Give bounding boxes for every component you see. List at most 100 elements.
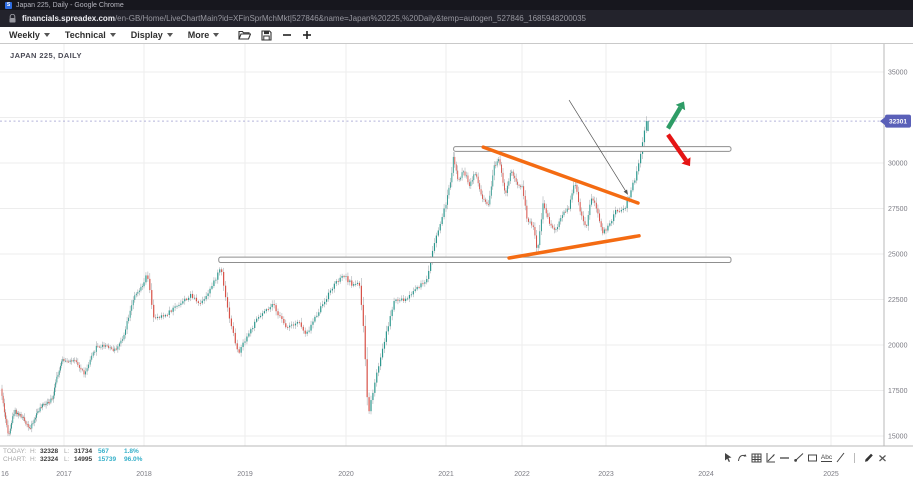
candle bbox=[542, 203, 544, 220]
candle bbox=[632, 182, 634, 191]
url-text[interactable]: financials.spreadex.com/en-GB/Home/LiveC… bbox=[22, 14, 586, 23]
candle bbox=[291, 324, 293, 326]
candle bbox=[351, 280, 353, 286]
zoom-in-icon[interactable] bbox=[302, 30, 312, 40]
up-arrow[interactable] bbox=[666, 101, 686, 130]
menu-more[interactable]: More bbox=[188, 30, 220, 40]
candle bbox=[267, 309, 269, 310]
candle bbox=[536, 235, 538, 248]
x-axis-label: 2017 bbox=[56, 471, 72, 478]
axes-scale-icon[interactable] bbox=[765, 452, 776, 464]
low-label: L: bbox=[64, 448, 70, 455]
browser-urlbar[interactable]: financials.spreadex.com/en-GB/Home/LiveC… bbox=[0, 10, 913, 27]
candle bbox=[486, 201, 488, 205]
candle bbox=[23, 416, 24, 418]
close-icon[interactable] bbox=[877, 452, 888, 464]
padlock-icon bbox=[9, 10, 16, 28]
candle bbox=[455, 164, 457, 171]
candle bbox=[244, 341, 246, 343]
menu-display[interactable]: Display bbox=[131, 30, 173, 40]
down-arrow[interactable] bbox=[666, 133, 691, 167]
support-zone-box[interactable] bbox=[218, 256, 732, 264]
candle bbox=[314, 316, 316, 322]
candle bbox=[521, 186, 523, 187]
candle bbox=[441, 217, 443, 225]
text-label-glyph: Abc bbox=[820, 454, 833, 462]
candle bbox=[182, 301, 184, 304]
candle bbox=[595, 202, 597, 209]
candle bbox=[362, 304, 364, 326]
diagonal-line-icon[interactable] bbox=[835, 452, 846, 464]
candle bbox=[265, 309, 267, 312]
rectangle-icon[interactable] bbox=[807, 452, 818, 464]
candle bbox=[532, 225, 534, 228]
candle bbox=[289, 325, 291, 328]
candle bbox=[300, 322, 302, 327]
candle bbox=[393, 301, 395, 310]
candle bbox=[66, 360, 68, 362]
candle bbox=[42, 404, 43, 408]
favicon: S bbox=[5, 1, 12, 9]
candle bbox=[576, 184, 578, 192]
candle bbox=[600, 221, 602, 228]
candle bbox=[505, 190, 507, 193]
elbow-arrow-icon[interactable] bbox=[737, 452, 748, 464]
candle bbox=[529, 221, 531, 223]
grid-icon[interactable] bbox=[751, 452, 762, 464]
candle bbox=[81, 369, 83, 371]
candle bbox=[480, 189, 482, 195]
pointer-icon[interactable] bbox=[723, 452, 734, 464]
candle bbox=[634, 180, 636, 183]
candle bbox=[72, 359, 74, 362]
candle bbox=[353, 284, 355, 286]
chart-title: JAPAN 225, DAILY bbox=[10, 51, 82, 60]
candle bbox=[495, 165, 497, 167]
candle bbox=[624, 208, 626, 209]
annotation-arrow[interactable] bbox=[568, 99, 628, 195]
ascending-trendline[interactable] bbox=[507, 234, 641, 260]
candle bbox=[296, 321, 299, 324]
candle bbox=[461, 172, 463, 178]
open-folder-icon[interactable] bbox=[238, 30, 252, 40]
candle bbox=[199, 302, 201, 304]
candle bbox=[58, 370, 60, 375]
candle bbox=[349, 280, 351, 283]
ray-line-icon[interactable] bbox=[793, 452, 804, 464]
candle bbox=[620, 210, 622, 212]
candle bbox=[464, 171, 466, 176]
candle bbox=[123, 334, 125, 340]
candle bbox=[574, 184, 576, 186]
candle bbox=[162, 315, 165, 317]
save-icon[interactable] bbox=[261, 29, 272, 41]
candle bbox=[228, 307, 231, 319]
zoom-out-icon[interactable] bbox=[282, 30, 292, 40]
pencil-icon[interactable] bbox=[863, 452, 874, 464]
candle bbox=[20, 413, 22, 418]
candle bbox=[337, 281, 339, 282]
candle bbox=[156, 316, 159, 319]
horizontal-line-icon[interactable] bbox=[779, 452, 790, 464]
browser-titlebar: S Japan 225, Daily - Google Chrome bbox=[0, 0, 913, 10]
candle bbox=[17, 412, 18, 415]
resistance-zone-box[interactable] bbox=[453, 146, 732, 152]
candle bbox=[3, 403, 5, 413]
candle bbox=[550, 223, 552, 226]
text-label-icon[interactable]: Abc bbox=[820, 452, 833, 464]
candle bbox=[545, 208, 547, 214]
candle bbox=[498, 159, 500, 162]
candle bbox=[468, 182, 470, 187]
candle bbox=[13, 413, 15, 417]
candle bbox=[460, 177, 462, 180]
candle bbox=[479, 183, 481, 190]
menu-more-label: More bbox=[187, 30, 210, 40]
candle bbox=[316, 315, 318, 317]
candle bbox=[125, 329, 127, 335]
candle bbox=[46, 402, 48, 404]
change-percent: 1.8% bbox=[124, 448, 139, 455]
price-chart[interactable]: 3500032500300002750025000225002000017500… bbox=[0, 44, 913, 481]
descending-trendline[interactable] bbox=[481, 145, 640, 205]
menu-technical[interactable]: Technical bbox=[65, 30, 116, 40]
menu-timeframe[interactable]: Weekly bbox=[9, 30, 50, 40]
candle bbox=[355, 283, 357, 285]
